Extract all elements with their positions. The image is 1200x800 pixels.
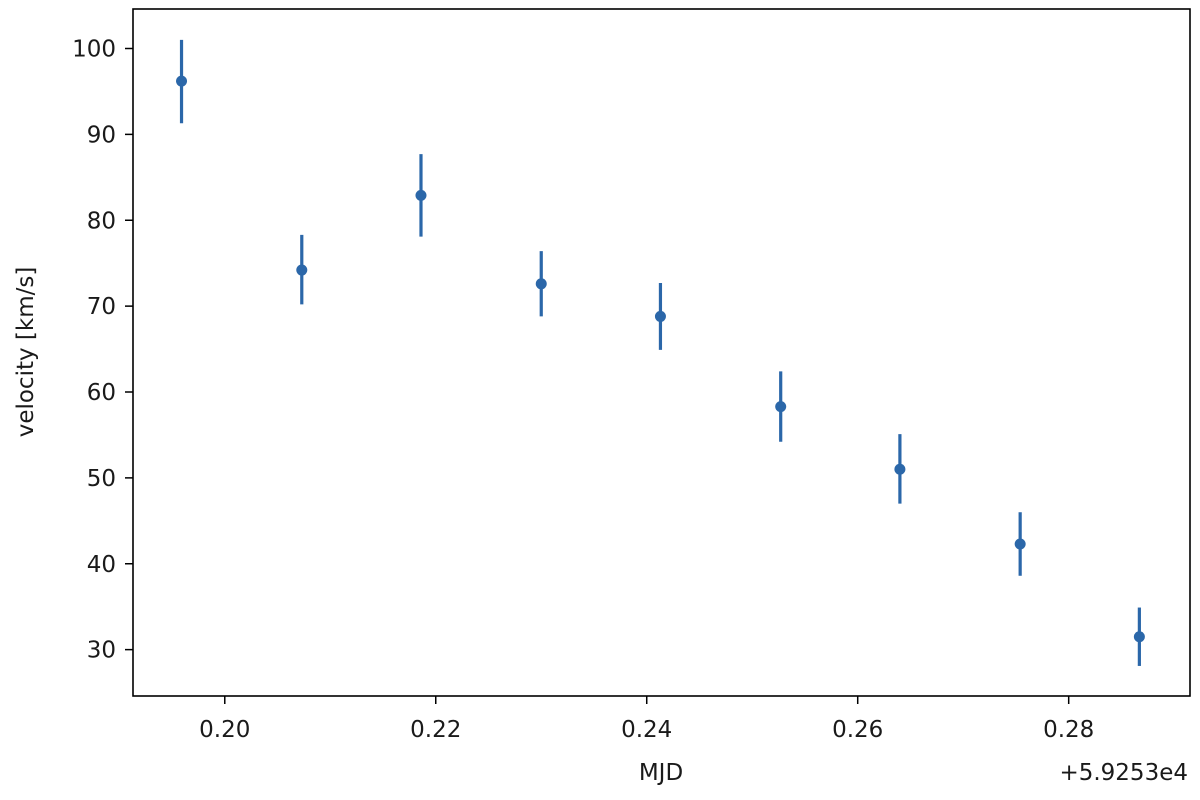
data-point [1133, 631, 1145, 643]
x-tick-label: 0.28 [1043, 717, 1094, 743]
data-point [176, 75, 188, 87]
y-tick-label: 70 [87, 294, 116, 320]
data-point [1014, 538, 1026, 550]
y-tick-label: 60 [87, 380, 116, 406]
x-tick-label: 0.20 [199, 717, 250, 743]
data-point [296, 264, 308, 276]
x-tick-label: 0.26 [832, 717, 883, 743]
data-point [654, 310, 666, 322]
y-tick-label: 80 [87, 208, 116, 234]
data-point [894, 463, 906, 475]
y-tick-label: 90 [87, 122, 116, 148]
plot-frame [132, 8, 1191, 697]
y-tick-label: 40 [87, 552, 116, 578]
x-offset-label: +5.9253e4 [1059, 760, 1188, 786]
y-tick-label: 100 [72, 37, 116, 63]
data-series [176, 39, 1145, 666]
x-tick-label: 0.22 [410, 717, 461, 743]
x-axis-ticks: 0.20 0.22 0.24 0.26 0.28 [199, 696, 1094, 743]
y-axis-label: velocity [km/s] [13, 267, 39, 438]
y-axis-ticks: 30 40 50 60 70 80 90 100 [72, 37, 133, 664]
data-point [775, 401, 787, 413]
y-tick-label: 50 [87, 466, 116, 492]
data-point [535, 278, 547, 290]
x-axis-label: MJD [639, 760, 683, 786]
x-tick-label: 0.24 [621, 717, 672, 743]
y-tick-label: 30 [87, 638, 116, 664]
data-point [415, 189, 427, 201]
